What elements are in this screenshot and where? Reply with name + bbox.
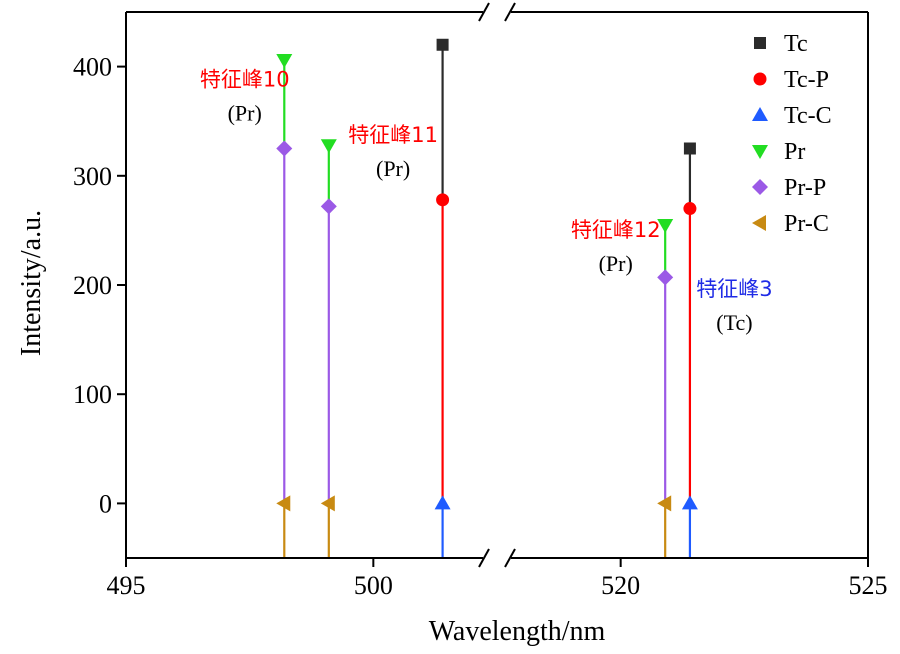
data-point-pr: [276, 54, 293, 69]
y-tick-label: 300: [73, 162, 112, 191]
data-point-pr-c: [320, 495, 335, 512]
annotations-layer: 特征峰10(Pr)特征峰11(Pr)特征峰2（Tc）特征峰12(Pr)特征峰3(…: [200, 67, 773, 335]
peak-annotation-label: 特征峰3: [696, 277, 772, 301]
axis-break-mark: [504, 548, 516, 568]
peak-annotation-sublabel: (Pr): [228, 100, 262, 125]
data-point-pr-p: [320, 198, 337, 215]
legend-label: Tc-C: [784, 103, 832, 129]
axis-break-mark: [504, 2, 516, 22]
data-point-tc: [683, 142, 696, 155]
data-point-pr: [657, 218, 674, 233]
data-point-tc-p: [436, 193, 450, 207]
legend-marker-tc-c: [752, 107, 768, 121]
data-point-tc-c: [434, 495, 451, 510]
data-point-pr-p: [276, 140, 293, 157]
peak-annotation-label: 特征峰12: [571, 218, 661, 242]
legend-label: Pr-P: [784, 175, 826, 201]
legend-marker-pr-c: [752, 215, 766, 231]
x-tick-label: 520: [601, 571, 640, 600]
legend-marker-pr-p: [752, 179, 768, 195]
peak-annotation-sublabel: (Pr): [599, 251, 633, 276]
y-tick-label: 200: [73, 271, 112, 300]
data-point-pr-c: [657, 495, 672, 512]
peak-annotation-sublabel: (Tc): [716, 310, 752, 335]
axis-break-mark: [478, 2, 490, 22]
data-point-pr: [320, 139, 337, 154]
legend-marker-pr: [752, 145, 768, 159]
y-tick-label: 400: [73, 53, 112, 82]
x-tick-label: 500: [354, 571, 393, 600]
data-point-pr-p: [657, 269, 674, 286]
legend-marker-tc-p: [753, 72, 767, 86]
y-tick-label: 100: [73, 380, 112, 409]
peak-annotation-label: 特征峰11: [348, 123, 438, 147]
x-axis-title: Wavelength/nm: [429, 616, 606, 647]
y-axis-title: Intensity/a.u.: [16, 210, 47, 356]
stems-layer: [283, 44, 692, 558]
legend-label: Pr: [784, 139, 805, 165]
data-point-pr-c: [276, 495, 291, 512]
markers-layer: [276, 38, 698, 512]
axis-break-mark: [478, 548, 490, 568]
x-tick-label: 495: [107, 571, 146, 600]
data-point-tc-p: [683, 202, 697, 216]
peak-annotation-label: 特征峰10: [200, 67, 290, 91]
axes-layer: 0 100 200 300 400 495 500 520 525: [73, 2, 888, 600]
x-tick-label: 525: [849, 571, 888, 600]
y-tick-label: 0: [99, 489, 112, 518]
legend-label: Pr-C: [784, 211, 829, 237]
data-point-tc: [436, 38, 449, 51]
legend-label: Tc-P: [784, 67, 829, 93]
peak-annotation-sublabel: (Pr): [376, 156, 410, 181]
legend: Tc Tc-P Tc-C Pr Pr-P Pr-C: [752, 31, 832, 237]
data-point-tc-c: [681, 495, 698, 510]
legend-marker-tc: [754, 37, 766, 49]
legend-label: Tc: [784, 31, 808, 57]
